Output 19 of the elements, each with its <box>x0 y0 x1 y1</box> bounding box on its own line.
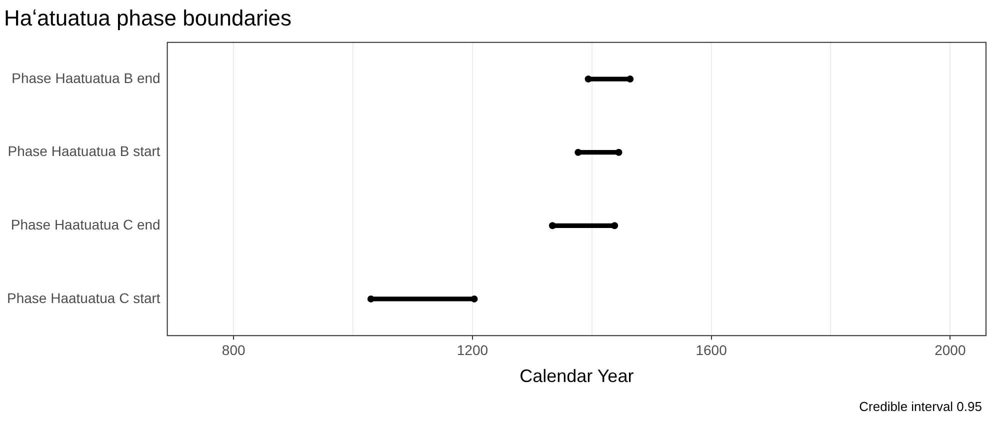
x-tick-label: 2000 <box>934 342 966 358</box>
point <box>615 148 622 156</box>
x-tick-label: 800 <box>222 342 246 358</box>
x-axis-title: Calendar Year <box>520 366 634 386</box>
y-tick-label: Phase Haatuatua B start <box>8 143 160 160</box>
point <box>574 148 582 156</box>
point <box>470 295 478 302</box>
text: Credible interval 0.95 <box>859 399 982 414</box>
point <box>367 295 374 302</box>
point <box>626 76 634 83</box>
point <box>611 222 618 230</box>
x-tick-label: 1200 <box>456 342 488 358</box>
chart-title: Haʻatuatua phase boundaries <box>4 5 292 30</box>
y-tick-label: Phase Haatuatua C start <box>6 290 160 306</box>
point <box>584 76 592 83</box>
y-tick-label: Phase Haatuatua B end <box>12 70 160 86</box>
x-tick-label: 1600 <box>696 342 728 358</box>
point <box>548 222 556 230</box>
y-tick-label: Phase Haatuatua C end <box>10 216 160 233</box>
